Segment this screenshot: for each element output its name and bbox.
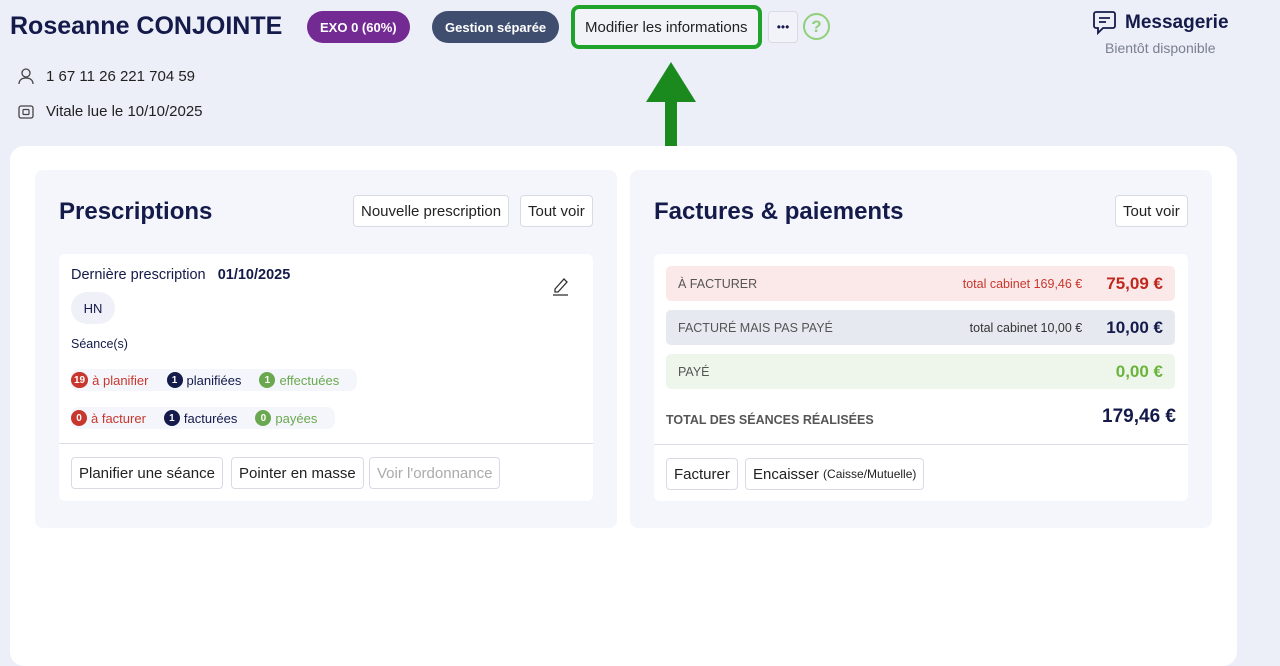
- vitale-info: Vitale lue le 10/10/2025: [18, 103, 203, 120]
- row-amount: 10,00 €: [1106, 317, 1163, 337]
- nir-number: 1 67 11 26 221 704 59: [46, 68, 196, 85]
- patient-name: Roseanne CONJOINTE: [10, 12, 283, 40]
- status-label: à facturer: [91, 410, 146, 426]
- status-chip: 1 facturées: [163, 410, 238, 426]
- status-label: facturées: [183, 410, 238, 426]
- row-label: FACTURÉ MAIS PAS PAYÉ: [678, 320, 833, 335]
- gestion-badge: Gestion séparée: [432, 11, 560, 43]
- plan-session-button[interactable]: Planifier une séance: [71, 457, 223, 489]
- status-chip: 19 à planifier: [71, 372, 149, 388]
- help-icon[interactable]: ?: [803, 13, 830, 40]
- status-count: 0: [71, 410, 87, 426]
- status-chip: 1 planifiées: [166, 372, 242, 388]
- row-amount: 75,09 €: [1106, 273, 1163, 293]
- view-ordonnance-button[interactable]: Voir l'ordonnance: [369, 457, 501, 489]
- prescriptions-title: Prescriptions: [59, 198, 213, 225]
- last-prescription-header: Dernière prescription 01/10/2025: [71, 267, 290, 283]
- divider: [59, 443, 593, 444]
- exo-badge: EXO 0 (60%): [307, 11, 410, 43]
- status-count: 0: [255, 410, 272, 426]
- messagerie-link[interactable]: Messagerie: [1092, 10, 1229, 36]
- chat-icon: [1093, 11, 1116, 36]
- last-prescription-date: 01/10/2025: [217, 267, 291, 283]
- invoices-summary: À FACTURER total cabinet 169,46 €75,09 € …: [654, 254, 1188, 501]
- prescriptions-see-all-button[interactable]: Tout voir: [520, 195, 593, 227]
- row-amount: 0,00 €: [1115, 361, 1163, 381]
- prescription-tag: HN: [71, 292, 115, 324]
- invoices-see-all-button[interactable]: Tout voir: [1115, 195, 1188, 227]
- status-count: 1: [163, 410, 180, 426]
- sessions-label: Séance(s): [71, 337, 128, 351]
- status-label: à planifier: [92, 372, 149, 388]
- sessions-status-line: 19 à planifier 1 planifiées 1 effectuées: [71, 369, 358, 391]
- row-label: À FACTURER: [678, 276, 758, 291]
- more-options-button[interactable]: •••: [768, 11, 798, 43]
- arrow-up-annotation: [646, 62, 696, 157]
- row-cabinet-total: total cabinet 10,00 €: [969, 320, 1083, 335]
- row-label: PAYÉ: [678, 364, 710, 379]
- nir-info: 1 67 11 26 221 704 59: [18, 68, 195, 85]
- status-label: payées: [275, 410, 318, 426]
- total-amount: 179,46 €: [1102, 406, 1176, 427]
- to-invoice-row: À FACTURER total cabinet 169,46 € 75,09 €: [666, 266, 1175, 301]
- paid-row: PAYÉ 0,00 €: [666, 354, 1175, 389]
- prescriptions-card: Prescriptions Nouvelle prescription Tout…: [35, 170, 617, 528]
- status-label: effectuées: [279, 372, 340, 388]
- invoices-card: Factures & paiements Tout voir À FACTURE…: [630, 170, 1212, 528]
- card-icon: [18, 104, 34, 119]
- vitale-status: Vitale lue le 10/10/2025: [46, 103, 203, 120]
- edit-pencil-icon[interactable]: [551, 276, 569, 296]
- invoices-title: Factures & paiements: [654, 198, 904, 225]
- status-count: 1: [259, 372, 276, 388]
- cash-in-button[interactable]: Encaisser (Caisse/Mutuelle): [745, 458, 925, 490]
- cash-in-label: Encaisser: [753, 465, 819, 483]
- messagerie-subtitle: Bientôt disponible: [1105, 40, 1216, 56]
- total-label: TOTAL DES SÉANCES RÉALISÉES: [666, 413, 874, 427]
- last-prescription-label: Dernière prescription: [71, 267, 206, 283]
- row-cabinet-total: total cabinet 169,46 €: [962, 276, 1083, 291]
- new-prescription-button[interactable]: Nouvelle prescription: [353, 195, 510, 227]
- invoice-button[interactable]: Facturer: [666, 458, 738, 490]
- status-chip: 0 payées: [255, 410, 317, 426]
- divider: [654, 444, 1188, 445]
- last-prescription: Dernière prescription 01/10/2025 HN Séan…: [59, 254, 593, 501]
- cash-in-sublabel: (Caisse/Mutuelle): [823, 467, 917, 481]
- status-label: planifiées: [186, 372, 242, 388]
- status-count: 19: [71, 372, 89, 388]
- status-chip: 1 effectuées: [259, 372, 339, 388]
- messagerie-title: Messagerie: [1125, 12, 1229, 33]
- mass-pointing-button[interactable]: Pointer en masse: [231, 457, 364, 489]
- person-icon: [18, 68, 34, 85]
- modify-info-button[interactable]: Modifier les informations: [571, 5, 762, 49]
- invoiced-unpaid-row: FACTURÉ MAIS PAS PAYÉ total cabinet 10,00…: [666, 310, 1175, 345]
- status-count: 1: [166, 372, 183, 388]
